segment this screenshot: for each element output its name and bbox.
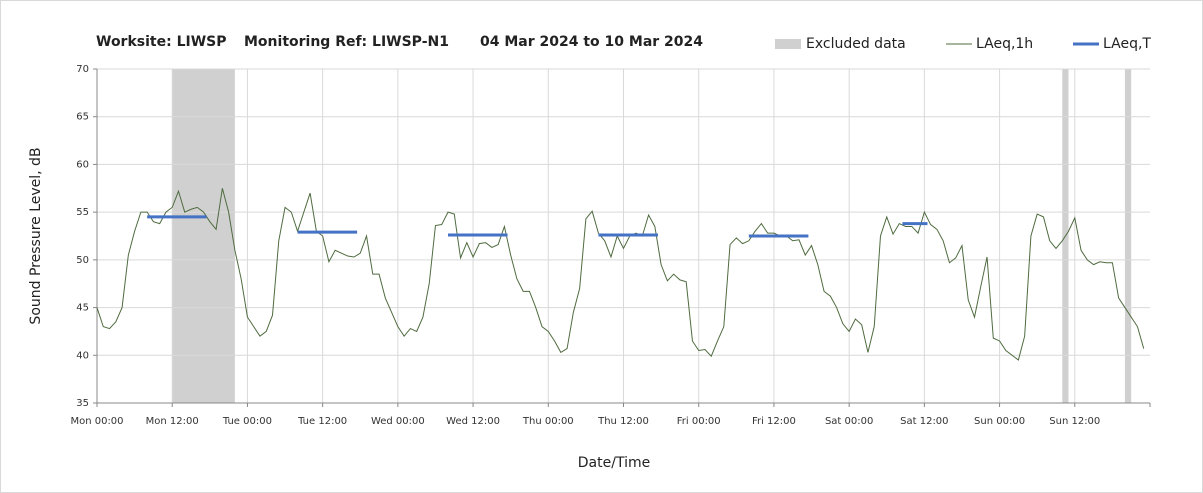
x-tick-label: Wed 12:00 <box>446 416 500 427</box>
x-tick-label: Mon 12:00 <box>146 416 199 427</box>
x-axis-label: Date/Time <box>578 455 650 471</box>
x-tick-label: Sat 12:00 <box>900 416 948 427</box>
y-axis-label: Sound Pressure Level, dB <box>28 147 44 324</box>
title-ref: Monitoring Ref: LIWSP-N1 <box>244 34 449 50</box>
x-tick-label: Fri 12:00 <box>752 416 796 427</box>
x-tick-label: Wed 00:00 <box>371 416 425 427</box>
title-worksite: Worksite: LIWSP <box>96 34 226 50</box>
legend-swatch-excluded <box>775 39 801 49</box>
legend-label: LAeq,1h <box>976 36 1033 52</box>
legend-label: LAeq,T <box>1103 36 1151 52</box>
y-tick-label: 55 <box>76 207 89 218</box>
x-tick-label: Mon 00:00 <box>70 416 123 427</box>
y-tick-label: 65 <box>76 112 89 123</box>
excluded-band <box>1124 69 1132 403</box>
y-tick-label: 40 <box>76 350 89 361</box>
title-dates: 04 Mar 2024 to 10 Mar 2024 <box>480 34 703 50</box>
y-tick-label: 60 <box>76 159 89 170</box>
x-tick-label: Tue 12:00 <box>297 416 347 427</box>
x-tick-label: Thu 00:00 <box>522 416 574 427</box>
x-tick-label: Sun 00:00 <box>974 416 1025 427</box>
legend-label: Excluded data <box>806 36 906 52</box>
y-tick-label: 35 <box>76 398 89 409</box>
y-tick-label: 70 <box>76 64 89 75</box>
x-tick-label: Tue 00:00 <box>222 416 272 427</box>
x-tick-label: Fri 00:00 <box>677 416 721 427</box>
y-tick-label: 45 <box>76 303 89 314</box>
x-tick-label: Sun 12:00 <box>1049 416 1100 427</box>
laeq-1h-line <box>96 188 1145 361</box>
x-tick-label: Sat 00:00 <box>825 416 873 427</box>
y-tick-label: 50 <box>76 255 89 266</box>
x-tick-label: Thu 12:00 <box>597 416 649 427</box>
excluded-band <box>172 69 235 403</box>
